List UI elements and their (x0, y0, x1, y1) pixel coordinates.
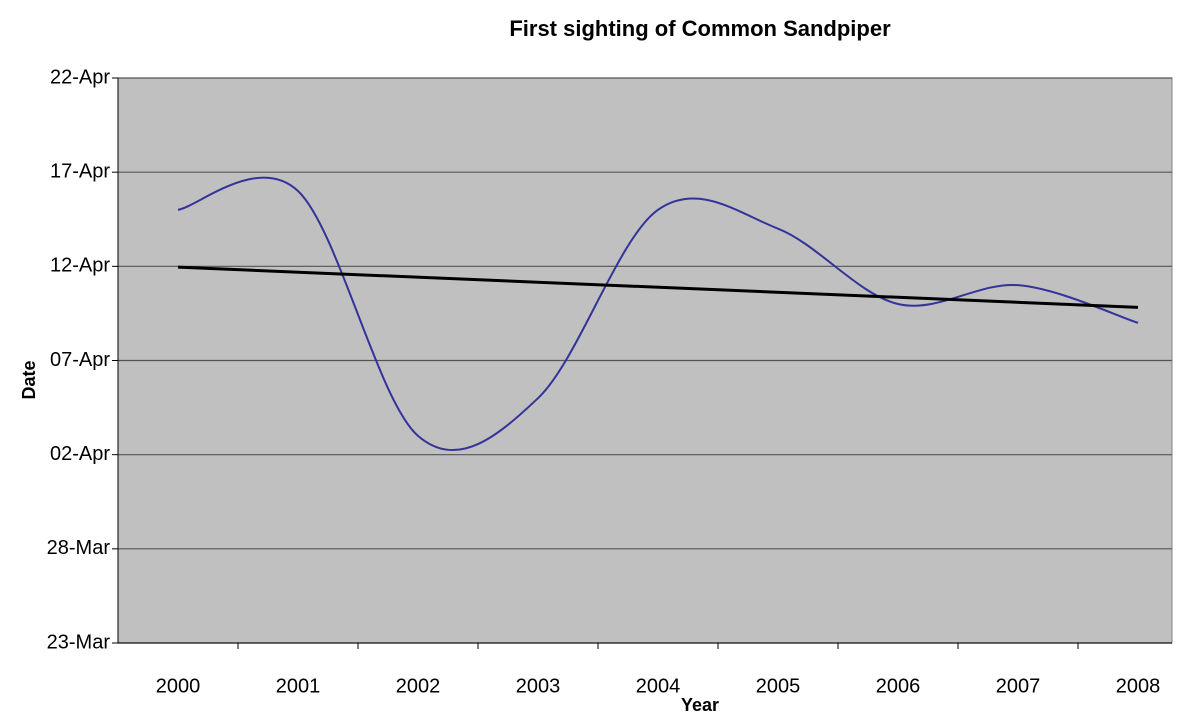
chart-title: First sighting of Common Sandpiper (509, 16, 891, 41)
y-tick-label: 22-Apr (50, 66, 110, 88)
x-tick-label: 2007 (996, 675, 1041, 697)
x-tick-label: 2004 (636, 675, 681, 697)
x-tick-label: 2005 (756, 675, 801, 697)
x-tick-label: 2003 (516, 675, 561, 697)
x-tick-label: 2006 (876, 675, 921, 697)
trend-line (177, 265, 1139, 309)
x-axis-label: Year (681, 695, 719, 715)
data-line (177, 176, 1139, 452)
y-tick-label: 12-Apr (50, 255, 110, 277)
x-tick-label: 2002 (396, 675, 441, 697)
y-axis-label: Date (19, 360, 39, 399)
y-tick-label: 23-Mar (47, 631, 111, 653)
x-tick-label: 2001 (276, 675, 321, 697)
y-tick-label: 28-Mar (47, 537, 111, 559)
y-tick-label: 02-Apr (50, 443, 110, 465)
x-tick-label: 2008 (1116, 675, 1161, 697)
x-tick-label: 2000 (156, 675, 201, 697)
y-tick-label: 07-Apr (50, 349, 110, 371)
y-tick-label: 17-Apr (50, 160, 110, 182)
